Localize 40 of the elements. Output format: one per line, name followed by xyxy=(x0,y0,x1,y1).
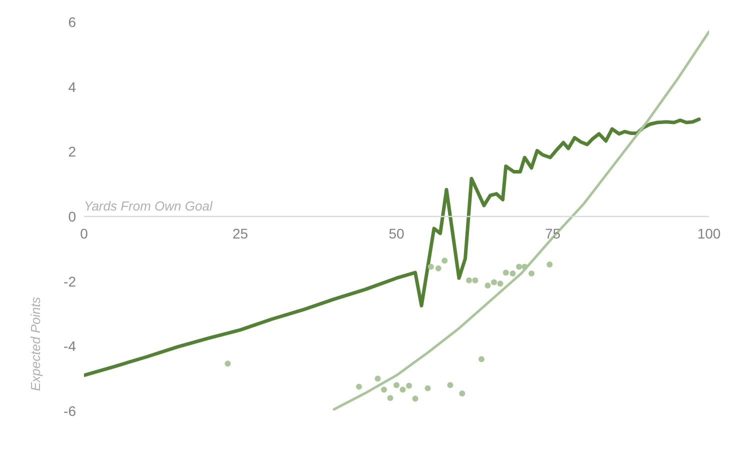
point xyxy=(442,258,448,264)
point xyxy=(374,376,381,382)
point xyxy=(428,264,434,270)
x-tick-label: 25 xyxy=(232,226,248,242)
y-axis-title: Expected Points xyxy=(28,296,43,391)
y-tick-label: -4 xyxy=(64,338,76,354)
point xyxy=(435,265,442,272)
x-tick-label: 0 xyxy=(80,226,88,242)
point xyxy=(412,396,418,402)
point xyxy=(224,360,231,367)
point xyxy=(387,395,394,402)
point xyxy=(400,386,406,393)
y-tick-label: -2 xyxy=(64,273,76,290)
y-tick-label: 6 xyxy=(68,14,76,30)
point xyxy=(424,385,431,392)
x-axis-title: Yards From Own Goal xyxy=(84,198,214,214)
point xyxy=(472,277,478,284)
point xyxy=(546,261,553,268)
point xyxy=(459,390,466,396)
point xyxy=(502,270,509,276)
point xyxy=(497,280,504,287)
point xyxy=(406,382,412,389)
point xyxy=(491,279,497,286)
x-tick-label: 50 xyxy=(388,226,404,242)
point xyxy=(466,277,472,284)
point xyxy=(356,384,362,390)
point xyxy=(394,382,400,388)
point xyxy=(528,270,534,277)
point xyxy=(381,386,387,393)
point xyxy=(516,264,522,270)
x-tick-label: 100 xyxy=(697,226,721,242)
y-tick-label: 0 xyxy=(68,208,76,224)
point xyxy=(522,264,528,270)
y-tick-label: 4 xyxy=(68,78,76,95)
point xyxy=(478,356,484,362)
point xyxy=(510,270,516,277)
point xyxy=(484,282,491,289)
point xyxy=(447,382,454,388)
y-tick-label: -6 xyxy=(64,402,76,419)
y-tick-label: 2 xyxy=(68,144,76,160)
